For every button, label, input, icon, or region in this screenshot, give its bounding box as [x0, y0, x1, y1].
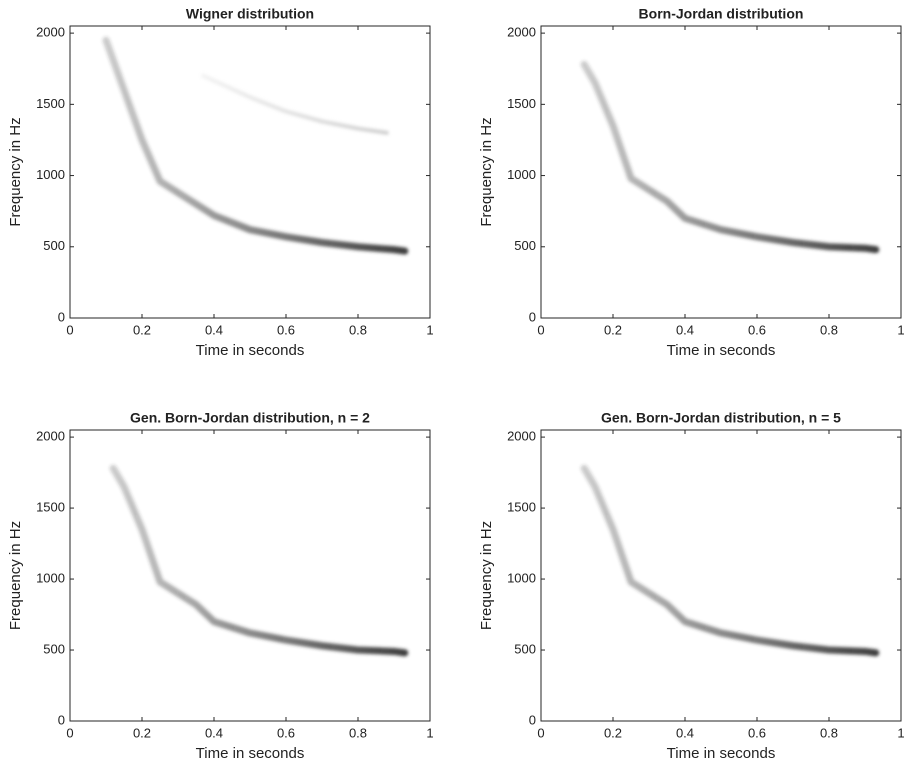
axes-box: [69, 429, 431, 722]
y-tick-label: 500: [43, 238, 65, 253]
y-tick-label: 2000: [507, 25, 536, 40]
y-tick-label: 0: [529, 309, 536, 324]
ridge-line: [201, 73, 389, 135]
y-tick-label: 500: [43, 641, 65, 656]
y-tick-label: 500: [514, 238, 536, 253]
x-axis-label: Time in seconds: [667, 745, 776, 762]
x-tick-label: 0.4: [676, 725, 694, 740]
axes-box: [69, 25, 431, 319]
x-tick-label: 0.2: [133, 322, 151, 337]
y-tick-label: 500: [514, 641, 536, 656]
y-tick-label: 1000: [36, 167, 65, 182]
chart-title: Gen. Born-Jordan distribution, n = 2: [130, 410, 370, 426]
x-tick-label: 0: [537, 322, 544, 337]
chart-title: Gen. Born-Jordan distribution, n = 5: [601, 410, 841, 426]
x-tick-label: 0.4: [205, 322, 223, 337]
panel: Born-Jordan distribution Time in seconds F…: [478, 6, 905, 359]
x-axis-label: Time in seconds: [196, 745, 305, 762]
panel: Wigner distribution Time in seconds Freque…: [7, 6, 434, 359]
y-axis-label: Frequency in Hz: [7, 521, 24, 630]
y-tick-label: 1500: [507, 96, 536, 111]
chart-title: Wigner distribution: [186, 6, 314, 22]
y-tick-label: 2000: [507, 429, 536, 444]
axes-box: [540, 25, 902, 319]
x-tick-label: 0.8: [349, 725, 367, 740]
x-tick-label: 0.4: [205, 725, 223, 740]
x-tick-label: 0: [66, 725, 73, 740]
x-tick-label: 0.6: [748, 725, 766, 740]
ridge-line: [109, 464, 409, 657]
x-tick-label: 0.2: [604, 725, 622, 740]
y-axis-label: Frequency in Hz: [478, 521, 495, 630]
y-tick-label: 1500: [36, 96, 65, 111]
x-tick-label: 1: [897, 322, 904, 337]
x-tick-label: 0: [66, 322, 73, 337]
y-axis-label: Frequency in Hz: [478, 117, 495, 226]
panel: Gen. Born-Jordan distribution, n = 5 Time…: [478, 410, 905, 762]
x-tick-label: 1: [426, 322, 433, 337]
y-tick-label: 2000: [36, 25, 65, 40]
x-tick-label: 0.6: [748, 322, 766, 337]
ridge-line: [580, 464, 880, 657]
x-axis-label: Time in seconds: [196, 342, 305, 359]
ridge-line: [102, 36, 409, 255]
x-tick-label: 0.4: [676, 322, 694, 337]
x-tick-label: 0: [537, 725, 544, 740]
ridge-line: [580, 60, 880, 254]
x-tick-label: 0.8: [820, 725, 838, 740]
x-tick-label: 0.2: [133, 725, 151, 740]
y-tick-label: 0: [529, 712, 536, 727]
x-tick-label: 0.6: [277, 725, 295, 740]
x-tick-label: 0.2: [604, 322, 622, 337]
y-tick-label: 1000: [507, 167, 536, 182]
y-tick-label: 1000: [36, 570, 65, 585]
y-tick-label: 1000: [507, 570, 536, 585]
y-tick-label: 1500: [507, 500, 536, 515]
panel: Gen. Born-Jordan distribution, n = 2 Time…: [7, 410, 434, 762]
axes-box: [540, 429, 902, 722]
x-tick-label: 0.8: [349, 322, 367, 337]
x-tick-label: 1: [426, 725, 433, 740]
y-tick-label: 2000: [36, 429, 65, 444]
x-tick-label: 1: [897, 725, 904, 740]
chart-title: Born-Jordan distribution: [639, 6, 804, 22]
y-axis-label: Frequency in Hz: [7, 117, 24, 226]
y-tick-label: 0: [58, 309, 65, 324]
x-tick-label: 0.8: [820, 322, 838, 337]
x-tick-label: 0.6: [277, 322, 295, 337]
y-tick-label: 0: [58, 712, 65, 727]
y-tick-label: 1500: [36, 500, 65, 515]
x-axis-label: Time in seconds: [667, 342, 776, 359]
